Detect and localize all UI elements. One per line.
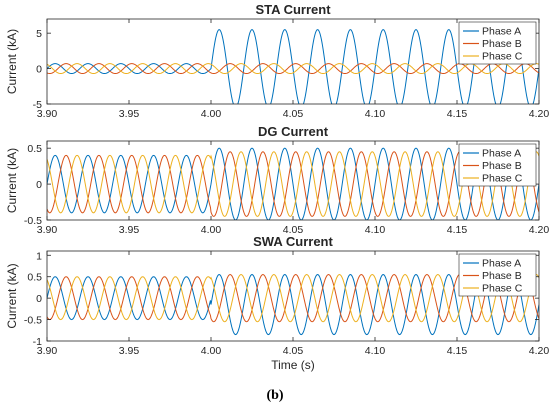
series-line-phase-c [47, 63, 539, 75]
legend-entry: Phase B [482, 270, 522, 282]
x-tick-label: 4.20 [529, 345, 550, 357]
y-axis-label: Current (kA) [5, 148, 19, 213]
y-tick-label: -0.5 [24, 215, 42, 227]
y-tick-label: 0 [36, 64, 42, 76]
chart-panel-3: 3.90 3.95 4.00 4.05 4.10 4.15 4.20 1 0.5 0 -0.5 -1 S… [5, 234, 549, 372]
chart-title: SWA Current [253, 234, 333, 249]
y-tick-label: 5 [36, 28, 42, 40]
series-line-phase-b [47, 63, 539, 75]
x-tick-label: 3.90 [37, 224, 58, 236]
y-tick-label: 0 [36, 293, 42, 305]
x-tick-label: 4.10 [365, 108, 386, 120]
x-tick-label: 4.10 [365, 224, 386, 236]
y-axis-label: Current (kA) [5, 263, 19, 328]
x-tick-label: 3.95 [119, 108, 140, 120]
series-line-phase-a [47, 147, 539, 220]
chart-panel-1: 3.90 3.95 4.00 4.05 4.10 4.15 4.20 5 0 -5 STA Curr… [5, 2, 549, 120]
legend-entry: Phase C [482, 51, 523, 63]
legend-entry: Phase B [482, 38, 522, 50]
y-axis-label: Current (kA) [5, 29, 19, 94]
legend-entry: Phase A [482, 258, 521, 270]
series-line-phase-c [47, 274, 539, 323]
series-lines [47, 29, 539, 104]
x-tick-label: 4.00 [201, 108, 222, 120]
x-tick-label: 4.05 [283, 224, 304, 236]
series-line-phase-a [47, 274, 539, 336]
y-tick-label: 0.5 [27, 272, 42, 284]
plot-area [47, 251, 539, 341]
plot-area [47, 19, 539, 104]
y-tick-label: 1 [36, 250, 42, 262]
x-tick-label: 4.15 [447, 108, 468, 120]
chart-title: STA Current [255, 2, 331, 17]
y-tick-label: -5 [33, 99, 42, 111]
y-tick-label: 0 [36, 179, 42, 191]
x-tick-label: 3.90 [37, 345, 58, 357]
series-lines [47, 147, 539, 220]
series-line-phase-c [47, 151, 539, 217]
figure-caption: (b) [266, 388, 283, 403]
x-tick-label: 3.95 [119, 345, 140, 357]
x-tick-label: 4.15 [447, 224, 468, 236]
x-tick-label: 4.10 [365, 345, 386, 357]
x-tick-label: 4.00 [201, 224, 222, 236]
legend-entry: Phase B [482, 160, 522, 172]
x-tick-label: 4.15 [447, 345, 468, 357]
x-tick-label: 4.00 [201, 345, 222, 357]
series-line-phase-b [47, 274, 539, 323]
y-tick-label: -0.5 [24, 315, 42, 327]
x-axis-label: Time (s) [271, 358, 315, 372]
x-tick-label: 4.20 [529, 108, 550, 120]
series-line-phase-b [47, 151, 539, 217]
series-lines [47, 274, 539, 336]
plot-area [47, 141, 539, 220]
legend-entry: Phase A [482, 26, 521, 38]
x-tick-label: 4.20 [529, 224, 550, 236]
y-tick-label: -1 [33, 336, 42, 348]
x-tick-label: 4.05 [283, 108, 304, 120]
series-line-phase-a [47, 29, 539, 104]
legend-box [458, 143, 537, 187]
y-tick-label: 0.5 [27, 143, 42, 155]
legend-entry: Phase C [482, 173, 523, 185]
x-tick-label: 3.95 [119, 224, 140, 236]
chart-title: DG Current [258, 124, 329, 139]
x-tick-label: 3.90 [37, 108, 58, 120]
legend-entry: Phase C [482, 283, 523, 295]
chart-panel-2: 3.90 3.95 4.00 4.05 4.10 4.15 4.20 0.5 0 -0.5 DG C… [5, 124, 549, 236]
x-tick-label: 4.05 [283, 345, 304, 357]
legend-entry: Phase A [482, 148, 521, 160]
